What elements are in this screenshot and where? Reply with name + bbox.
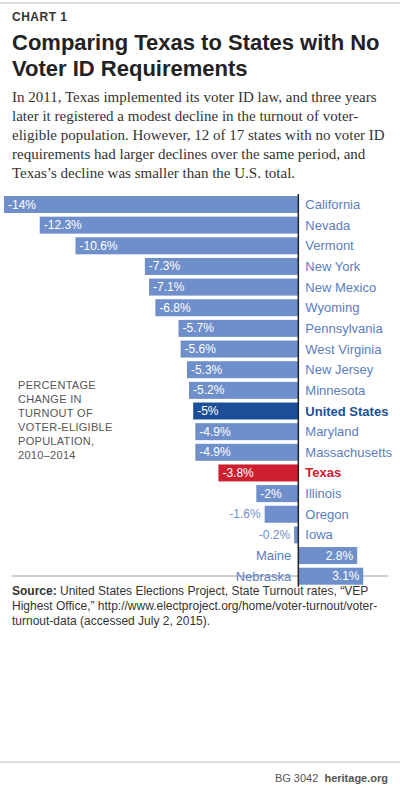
- bar: [265, 506, 299, 523]
- bar: [181, 341, 299, 358]
- footer-rule: [0, 762, 400, 763]
- value-label: -4.9%: [199, 445, 231, 459]
- value-label: -4.9%: [199, 425, 231, 439]
- source-text: United States Elections Project, State T…: [12, 584, 377, 628]
- bar: [40, 217, 299, 234]
- category-label: New York: [305, 259, 360, 274]
- subtitle: In 2011, Texas implemented its voter ID …: [12, 88, 390, 183]
- value-label: -5.7%: [182, 321, 214, 335]
- value-label: -12.3%: [44, 218, 82, 232]
- axis-label: Percentage change in turnout of voter-el…: [18, 378, 126, 462]
- zero-line: [298, 194, 300, 587]
- category-label: Iowa: [305, 527, 333, 542]
- bar: [178, 320, 298, 337]
- bar: [75, 237, 298, 254]
- value-label: -1.6%: [229, 507, 261, 521]
- labels: California -14% Nevada -12.3% Vermont -10.6% N…: [8, 197, 393, 584]
- bar: [195, 444, 298, 461]
- bar: [298, 547, 357, 564]
- bar: [195, 423, 298, 440]
- value-label: -0.2%: [259, 528, 291, 542]
- footer-site: heritage.org: [324, 772, 388, 784]
- category-label: Oregon: [305, 507, 348, 522]
- value-label: -7.1%: [153, 280, 185, 294]
- category-label: Vermont: [305, 238, 354, 253]
- value-label: 3.1%: [332, 569, 360, 583]
- bar: [256, 485, 298, 502]
- category-label: Illinois: [305, 486, 342, 501]
- footer-code: BG 3042: [275, 772, 318, 784]
- value-label: -14%: [8, 198, 36, 212]
- category-label: Nebraska: [236, 569, 292, 584]
- value-label: -2%: [260, 487, 282, 501]
- value-label: -5.6%: [185, 342, 217, 356]
- bar: [145, 258, 298, 275]
- category-label: United States: [305, 404, 388, 419]
- value-label: -10.6%: [79, 239, 117, 253]
- chart-root: {"chart_data": { "type": "bar", "orienta…: [0, 0, 400, 797]
- value-label: -5%: [197, 404, 219, 418]
- value-label: -6.8%: [159, 301, 191, 315]
- category-label: Texas: [305, 465, 341, 480]
- category-label: West Virginia: [305, 342, 382, 357]
- category-label: California: [305, 197, 361, 212]
- category-label: Massachusetts: [305, 445, 392, 460]
- bar: [298, 568, 363, 585]
- top-rule: [0, 3, 400, 4]
- category-label: Pennsylvania: [305, 321, 383, 336]
- value-label: -3.8%: [222, 466, 254, 480]
- bar: [189, 382, 298, 399]
- category-label: Maine: [256, 548, 291, 563]
- source-label: Source:: [12, 584, 57, 598]
- category-label: New Jersey: [305, 362, 373, 377]
- value-label: 2.8%: [326, 549, 354, 563]
- value-label: -7.3%: [149, 259, 181, 273]
- category-label: Minnesota: [305, 383, 366, 398]
- bar: [155, 299, 298, 316]
- category-label: Nevada: [305, 218, 351, 233]
- bar: [4, 196, 298, 213]
- bar: [218, 464, 298, 481]
- category-label: Maryland: [305, 424, 358, 439]
- chart-label: CHART 1: [12, 10, 68, 24]
- title: Comparing Texas to States with No Voter …: [12, 30, 388, 82]
- category-label: Wyoming: [305, 300, 359, 315]
- bar: [187, 361, 298, 378]
- value-label: -5.3%: [191, 363, 223, 377]
- category-label: New Mexico: [305, 280, 376, 295]
- source: Source: United States Elections Project,…: [12, 584, 384, 629]
- footer: BG 3042 heritage.org: [275, 772, 388, 784]
- bar: [149, 279, 298, 296]
- value-label: -5.2%: [193, 383, 225, 397]
- bar: [193, 403, 298, 420]
